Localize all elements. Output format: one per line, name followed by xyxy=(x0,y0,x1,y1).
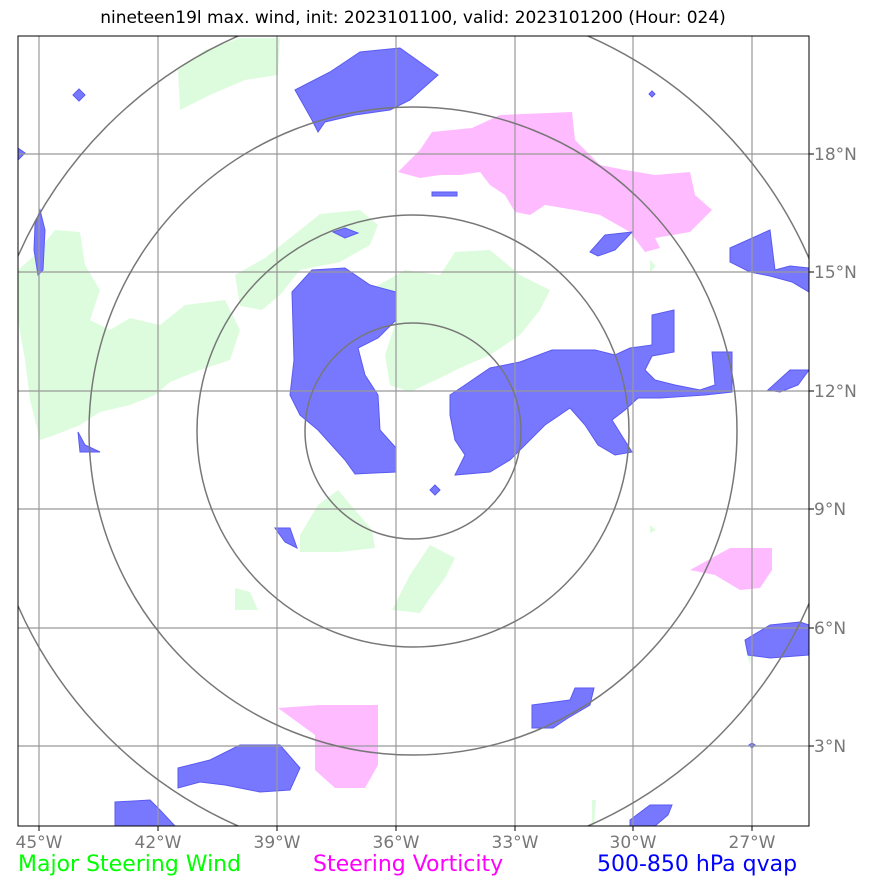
x-tick-label: 36°W xyxy=(373,833,420,853)
y-tick-label: 15°N xyxy=(814,263,857,283)
y-tick-label: 3°N xyxy=(814,737,846,757)
tick-marks xyxy=(38,153,814,831)
y-tick-label: 6°N xyxy=(814,619,846,639)
y-tick-label: 18°N xyxy=(814,145,857,165)
x-tick-label: 39°W xyxy=(254,833,301,853)
map-title: nineteen19l max. wind, init: 2023101100,… xyxy=(100,8,726,28)
legend-steering-wind: Major Steering Wind xyxy=(18,852,242,877)
range-rings xyxy=(18,36,809,826)
x-tick-label: 27°W xyxy=(729,833,776,853)
legend-steering-vorticity: Steering Vorticity xyxy=(313,852,504,877)
x-tick-label: 33°W xyxy=(492,833,539,853)
legend-qvap: 500-850 hPa qvap xyxy=(597,852,798,877)
graticule xyxy=(18,36,809,826)
plot-frame xyxy=(17,35,810,827)
y-tick-label: 12°N xyxy=(814,382,857,402)
x-tick-label: 30°W xyxy=(610,833,657,853)
x-tick-label: 42°W xyxy=(135,833,182,853)
x-tick-label: 45°W xyxy=(16,833,63,853)
y-tick-label: 9°N xyxy=(814,500,846,520)
steering-wind-areas xyxy=(18,38,752,826)
qvap-areas xyxy=(18,47,809,826)
